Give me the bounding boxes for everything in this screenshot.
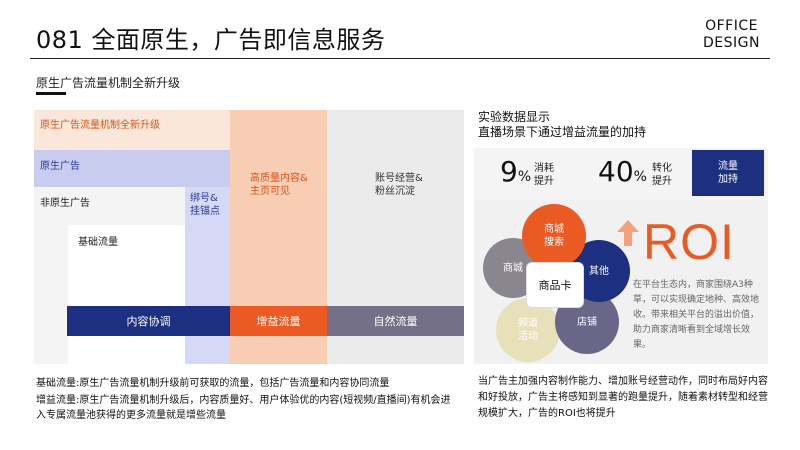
roi-headline: ROI: [643, 214, 735, 270]
page-title: 081 全面原生，广告即信息服务: [36, 26, 386, 54]
brand-line-2: DESIGN: [703, 35, 760, 51]
roi-up-arrow-icon: [617, 220, 639, 250]
cost-stat-value: 9%: [500, 155, 532, 188]
cost-stat-label: 消耗 提升: [534, 163, 554, 187]
brand-line-1: OFFICE: [705, 18, 758, 34]
account-operation-label: 账号经营& 粉丝沉淀: [375, 173, 423, 197]
conversion-stat-label: 转化 提升: [652, 163, 672, 187]
base-traffic-region: [68, 225, 185, 364]
native-upgrade-label: 原生广告流量机制全新升级: [40, 120, 160, 131]
experiment-title: 实验数据显示 直播场景下通过增益流量的加持: [478, 110, 647, 139]
native-ad-label: 原生广告: [40, 161, 80, 172]
bind-anchor-label: 绑号& 挂锚点: [190, 193, 220, 217]
section-subtitle: 原生广告流量机制全新升级: [36, 76, 181, 90]
non-native-ad-label: 非原生广告: [40, 198, 90, 209]
subtitle-underline: [36, 92, 66, 95]
roi-note: 当广告主加强内容制作能力、增加账号经营动作，同时布局好内容和好投放，广告主将感知…: [478, 376, 768, 419]
base-traffic-note: 基础流量:原生广告流量机制升级前可获取的流量，包括广告流量和内容协同流量: [36, 378, 390, 389]
natural-traffic-bar: 自然流量: [327, 306, 464, 336]
roi-description: 在平台生态内，商家围绕A3种草，可以实现确定地种、高效地收。带来相关平台的溢出价…: [633, 280, 760, 350]
channel-activity-circle: 频道 活动: [496, 298, 560, 362]
product-card-center: 商品卡: [526, 262, 584, 308]
mall-search-circle: 商城 搜索: [522, 204, 586, 268]
content-synergy-bar: 内容协调: [67, 306, 230, 336]
quality-content-label: 高质量内容& 主页可见: [250, 173, 308, 197]
boost-traffic-note: 增益流量:原生广告流量机制升级后，内容质量好、用户体验优的内容(短视频/直播间)…: [36, 395, 451, 421]
conversion-stat-value: 40%: [598, 155, 647, 188]
base-traffic-label: 基础流量: [78, 237, 118, 248]
header-divider: [30, 58, 770, 59]
boost-traffic-bar: 增益流量: [230, 306, 327, 336]
brand-logo: OFFICE DESIGN: [703, 18, 760, 52]
traffic-boost-badge: 流量 加持: [692, 150, 764, 196]
